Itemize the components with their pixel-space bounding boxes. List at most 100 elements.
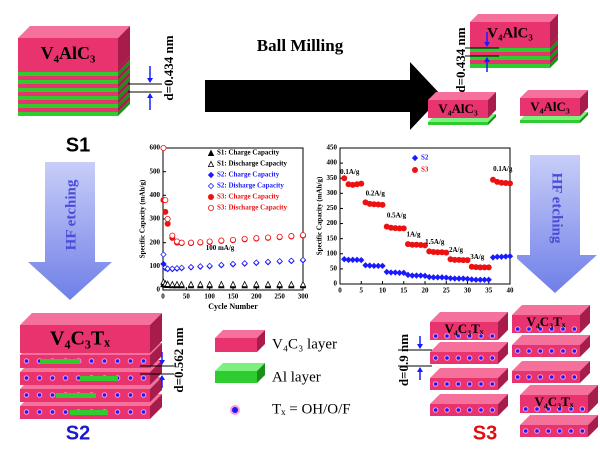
layer-side (118, 60, 130, 76)
tx-dot (556, 406, 563, 412)
tx-dot (62, 375, 69, 381)
sample-label: S2 (66, 422, 90, 444)
layer-front (470, 44, 550, 48)
marker (379, 201, 386, 208)
tx-dot (127, 375, 134, 381)
tx-dot (514, 326, 521, 332)
legend-marker (207, 149, 215, 157)
legend-marker (207, 160, 215, 168)
marker (229, 260, 237, 268)
tx-dot (36, 392, 43, 398)
tx-dot (568, 428, 574, 434)
marker (299, 280, 307, 288)
marker (169, 280, 176, 288)
annotation: 2A/g (449, 246, 464, 254)
layer-front (215, 338, 257, 352)
layer-front (470, 60, 550, 64)
tx-dot (444, 355, 450, 361)
layer-front (18, 80, 118, 84)
y-tick-label: 250 (327, 204, 338, 212)
y-tick-label: 200 (150, 238, 161, 246)
layer-side (588, 385, 598, 413)
tx-dot (49, 392, 56, 398)
annotation: 1A/g (407, 231, 422, 239)
tx-dot (114, 409, 121, 415)
tx-dot (140, 375, 147, 381)
marker (160, 144, 167, 151)
marker (264, 258, 272, 266)
layer-side (580, 335, 590, 357)
marker (264, 234, 271, 241)
tx-dot (579, 406, 586, 412)
legend-marker (207, 182, 215, 190)
tx-dot (548, 348, 555, 354)
marker (264, 280, 272, 288)
tx-dot (455, 355, 462, 361)
tx-dot (101, 392, 108, 398)
marker (162, 197, 169, 204)
tx-dot (444, 333, 450, 339)
layer-top (520, 385, 598, 395)
legend-label: S2: Disharge Capacity (217, 182, 284, 190)
marker (178, 239, 185, 246)
marker (299, 256, 307, 264)
layer-side (150, 313, 162, 353)
marker (197, 239, 204, 246)
layer-side (118, 26, 130, 68)
layer-side (118, 92, 130, 108)
layer-top (430, 368, 508, 378)
y-tick-label: 400 (327, 159, 338, 167)
y-tick-label: 300 (327, 189, 338, 197)
tx-dot (36, 375, 43, 381)
layer-side (550, 48, 558, 60)
layer-top (430, 394, 508, 404)
layer-front (20, 325, 150, 353)
tx-dot (514, 374, 521, 380)
layer-top (215, 330, 265, 338)
annotation: 100 mA/g (206, 244, 235, 252)
layer-front (18, 88, 118, 92)
layer-front (470, 64, 550, 68)
layer-side (118, 88, 130, 104)
block-label: V₄AlC₃ (530, 99, 570, 114)
block-label: V₄C₃Tₓ (535, 394, 574, 409)
spacing-label: d=0.9 nm (396, 334, 411, 386)
tx-dot (432, 381, 439, 387)
etching-arrow (28, 162, 112, 300)
layer-top (430, 312, 508, 322)
marker (206, 280, 213, 288)
tx-dot (537, 374, 544, 380)
x-tick-label: 150 (228, 293, 239, 301)
tx-dot (560, 374, 566, 380)
y-tick-label: 300 (150, 215, 161, 223)
layer-side (488, 114, 496, 125)
legend-label: S2 (421, 154, 429, 162)
spacing-arrow (484, 42, 490, 47)
marker (253, 280, 260, 288)
layer-front (18, 104, 118, 108)
tx-dot (23, 375, 30, 381)
block-label: V₄AlC₃ (41, 43, 96, 63)
spacing-arrow (417, 344, 423, 349)
x-tick-label: 300 (298, 293, 309, 301)
layer-front (428, 122, 488, 125)
marker (253, 259, 260, 266)
marker (197, 263, 204, 270)
marker (341, 175, 348, 182)
tx-dot (127, 409, 134, 415)
layer-front (18, 112, 118, 116)
tx-dot (571, 374, 578, 380)
layer-top (512, 335, 590, 345)
legend-dot (230, 405, 240, 415)
tx-dot (522, 428, 529, 434)
spacing-arrow (147, 78, 153, 83)
tx-dot (432, 355, 439, 361)
tx-dot (114, 392, 121, 398)
y-axis-label: Specific Capacity (mAh/g) (139, 179, 147, 258)
marker (288, 280, 295, 288)
tx-dot (444, 381, 450, 387)
x-tick-label: 5 (360, 287, 364, 295)
y-tick-label: 100 (327, 249, 338, 257)
layer-front (18, 72, 118, 76)
